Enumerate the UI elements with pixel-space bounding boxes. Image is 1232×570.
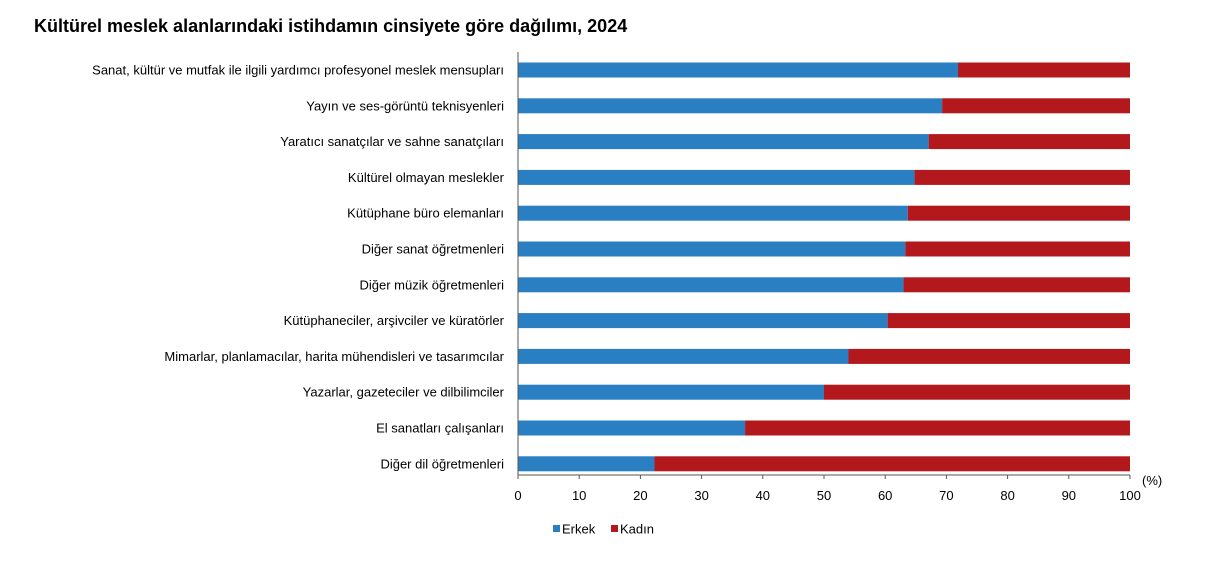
bar-erkek-5 [518, 241, 906, 257]
x-tick-label: 90 [1062, 488, 1076, 503]
bar-erkek-4 [518, 205, 908, 221]
bar-kadın-2 [928, 134, 1130, 150]
bar-kadın-5 [905, 241, 1130, 257]
category-label: Diğer dil öğretmenleri [380, 456, 504, 471]
bars-layer [518, 62, 1130, 472]
x-tick-label: 0 [514, 488, 521, 503]
bar-erkek-3 [518, 169, 915, 185]
chart-title: Kültürel meslek alanlarındaki istihdamın… [34, 16, 628, 36]
category-label: Diğer sanat öğretmenleri [362, 242, 504, 257]
legend-label-kadın: Kadın [620, 522, 654, 537]
category-label: Yayın ve ses-görüntü teknisyenleri [306, 98, 504, 113]
bar-kadın-9 [824, 384, 1130, 400]
bar-erkek-1 [518, 98, 943, 114]
bar-kadın-1 [942, 98, 1130, 114]
bar-kadın-7 [887, 313, 1130, 329]
bar-kadın-8 [848, 348, 1130, 364]
x-tick-label: 20 [633, 488, 647, 503]
category-label: Sanat, kültür ve mutfak ile ilgili yardı… [92, 63, 504, 78]
bar-kadın-6 [903, 277, 1130, 293]
legend: Erkek Kadın [553, 522, 654, 537]
x-tick-label: 50 [817, 488, 831, 503]
legend-label-erkek: Erkek [562, 522, 596, 537]
bar-kadın-0 [958, 62, 1130, 78]
bar-kadın-10 [745, 420, 1130, 436]
x-tick-label: 60 [878, 488, 892, 503]
legend-swatch-erkek [553, 525, 560, 532]
category-label: Diğer müzik öğretmenleri [360, 277, 505, 292]
x-tick-label: 80 [1000, 488, 1014, 503]
bar-erkek-6 [518, 277, 904, 293]
x-tick-label: 40 [756, 488, 770, 503]
legend-swatch-kadın [611, 525, 618, 532]
category-label: Kütüphaneciler, arşivciler ve küratörler [284, 313, 505, 328]
x-tick-label: 100 [1119, 488, 1141, 503]
bar-kadın-11 [654, 456, 1130, 472]
x-tick-label: 30 [694, 488, 708, 503]
bar-erkek-11 [518, 456, 655, 472]
category-label: Yaratıcı sanatçılar ve sahne sanatçıları [280, 134, 504, 149]
category-labels: Sanat, kültür ve mutfak ile ilgili yardı… [92, 63, 505, 472]
bar-kadın-3 [914, 169, 1130, 185]
category-label: Kütüphane büro elemanları [347, 206, 504, 221]
category-label: Kültürel olmayan meslekler [348, 170, 505, 185]
x-axis: 0 10 20 30 40 50 60 70 80 90 100(%) [514, 52, 1162, 503]
bar-erkek-7 [518, 313, 888, 329]
x-tick-label: 10 [572, 488, 586, 503]
bar-kadın-4 [907, 205, 1130, 221]
bar-erkek-0 [518, 62, 959, 78]
category-label: El sanatları çalışanları [376, 421, 504, 436]
category-label: Mimarlar, planlamacılar, harita mühendis… [164, 349, 504, 364]
bar-erkek-9 [518, 384, 824, 400]
bar-erkek-8 [518, 348, 849, 364]
bar-erkek-10 [518, 420, 746, 436]
category-label: Yazarlar, gazeteciler ve dilbilimciler [303, 385, 505, 400]
x-tick-label: 70 [939, 488, 953, 503]
bar-erkek-2 [518, 134, 929, 150]
x-unit-label: (%) [1142, 473, 1162, 488]
